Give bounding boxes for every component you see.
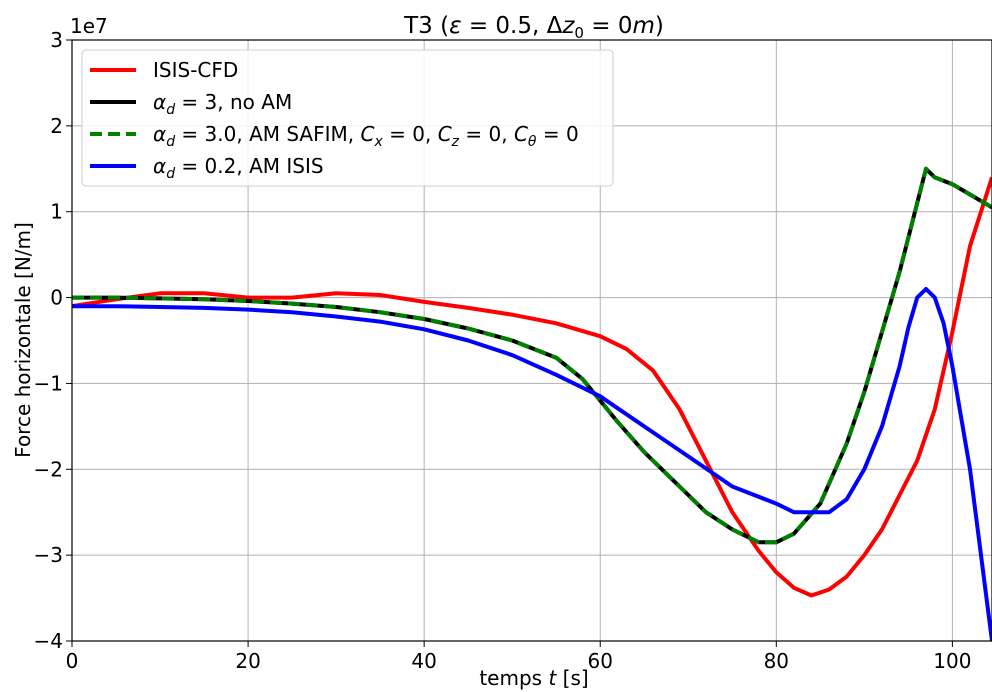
series-line-isis-cfd — [72, 176, 992, 598]
legend-label-am-safim: αd = 3.0, AM SAFIM, Cx = 0, Cz = 0, Cθ =… — [153, 122, 579, 150]
x-axis-label: temps t [s] — [479, 666, 588, 690]
series-line-am-safim — [72, 166, 992, 545]
chart-title: T3 (ε = 0.5, Δz0 = 0m) — [403, 13, 664, 42]
x-ticks: 0 20 40 60 80 100 — [66, 641, 971, 673]
y-tick-label: 3 — [50, 28, 63, 52]
x-tick-label: 80 — [764, 649, 789, 673]
y-tick-label: 0 — [50, 286, 63, 310]
y-tick-label: −4 — [34, 629, 63, 653]
legend: ISIS-CFD αd = 3, no AM αd = 3.0, AM SAFI… — [81, 49, 614, 187]
plot-frame — [71, 39, 992, 642]
x-tick-label: 40 — [411, 649, 436, 673]
x-tick-label: 20 — [235, 649, 260, 673]
y-tick-label: 1 — [50, 200, 63, 224]
y-tick-label: 2 — [50, 114, 63, 138]
y-tick-label: −1 — [34, 371, 63, 395]
y-ticks: −4 −3 −2 −1 0 1 2 3 — [34, 28, 72, 653]
legend-label-isis-cfd: ISIS-CFD — [153, 58, 238, 82]
series-lines — [72, 166, 992, 641]
x-tick-label: 0 — [66, 649, 79, 673]
y-axis-label: Force horizontale [N/m] — [11, 222, 35, 458]
legend-frame — [81, 49, 614, 187]
series-line-am-isis — [72, 287, 992, 641]
y-tick-label: −3 — [34, 543, 63, 567]
y-offset-text: 1e7 — [70, 14, 108, 38]
x-tick-label: 100 — [933, 649, 971, 673]
legend-label-am-isis: αd = 0.2, AM ISIS — [153, 154, 324, 182]
x-tick-label: 60 — [588, 649, 613, 673]
legend-label-no-am: αd = 3, no AM — [153, 90, 292, 118]
y-tick-label: −2 — [34, 457, 63, 481]
